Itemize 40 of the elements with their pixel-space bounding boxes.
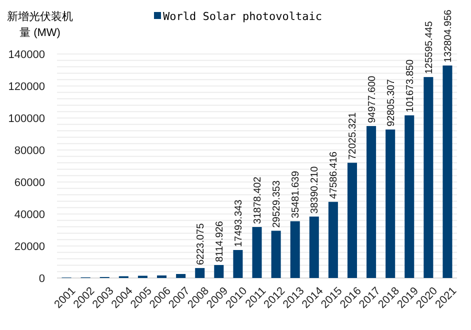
y-tick-label: 140000 [8, 48, 45, 61]
y-tick-label: 80000 [14, 144, 45, 157]
legend-label: World Solar photovoltaic [163, 10, 322, 23]
bar [366, 126, 376, 278]
data-label: 8114.926 [214, 220, 226, 262]
data-label: 94977.600 [366, 75, 378, 124]
data-label: 35481.639 [290, 170, 302, 218]
bar [309, 216, 319, 278]
data-label: 17493.343 [233, 199, 244, 248]
bar [442, 66, 452, 278]
data-label: 38390.210 [310, 166, 321, 214]
data-label: 47586.416 [328, 151, 340, 199]
bar [233, 250, 243, 278]
bar [195, 268, 205, 278]
y-tick-label: 100000 [8, 112, 45, 125]
bar [271, 230, 281, 278]
y-tick-label: 40000 [14, 208, 45, 221]
bar [157, 275, 167, 278]
data-label: 132804.956 [442, 9, 454, 63]
data-label: 101673.850 [404, 59, 416, 112]
y-tick-label: 20000 [14, 240, 45, 253]
data-label: 6223.075 [195, 222, 206, 266]
bar [290, 221, 300, 278]
data-label: 72025.321 [348, 112, 359, 160]
y-tick-label: 0 [38, 272, 45, 285]
bar [424, 77, 434, 278]
y-tick-label: 120000 [8, 80, 45, 93]
bar [214, 265, 224, 278]
bar [386, 130, 396, 278]
data-label: 92805.307 [386, 78, 397, 127]
y-axis-title: 新增光伏装机量 (MW) [7, 10, 73, 39]
bar [347, 162, 357, 278]
bar [252, 226, 262, 278]
bar [328, 202, 338, 278]
data-label: 31878.402 [252, 176, 264, 224]
bar [176, 274, 186, 278]
bar [404, 115, 414, 278]
data-label: 29529.353 [272, 180, 283, 228]
data-label: 125595.445 [424, 20, 435, 74]
y-tick-label: 60000 [14, 176, 45, 189]
